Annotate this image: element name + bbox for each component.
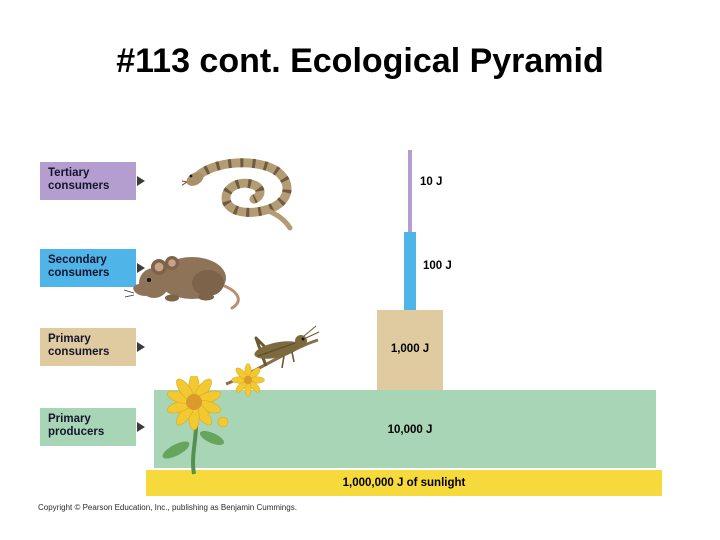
flower-icon [148, 373, 243, 476]
snake-icon [180, 152, 302, 237]
energy-label-tertiary: 10 J [420, 176, 443, 188]
energy-label-secondary: 100 J [423, 260, 452, 272]
arrow-right-icon [137, 263, 145, 273]
arrow-right-icon [137, 422, 145, 432]
arrow-right-icon [137, 342, 145, 352]
label-tertiary-consumers: Tertiary consumers [40, 162, 136, 200]
sunlight-energy-label: 1,000,000 J of sunlight [342, 477, 466, 489]
bar-primary-consumers [377, 310, 443, 390]
label-primary-producers: Primary producers [40, 408, 136, 446]
bar-tertiary-consumers [408, 150, 412, 232]
slide-title: #113 cont. Ecological Pyramid [116, 42, 604, 80]
bar-primary-producers [154, 390, 656, 468]
mouse-icon [122, 233, 247, 313]
label-secondary-consumers: Secondary consumers [40, 249, 136, 287]
bar-secondary-consumers [404, 232, 416, 310]
copyright-text: Copyright © Pearson Education, Inc., pub… [38, 503, 297, 512]
energy-label-primary-producers: 10,000 J [387, 424, 433, 436]
label-primary-consumers: Primary consumers [40, 328, 136, 366]
energy-label-primary-consumers: 1,000 J [390, 343, 430, 355]
bar-sunlight: 1,000,000 J of sunlight [146, 470, 662, 496]
grasshopper-icon [222, 312, 322, 397]
arrow-right-icon [137, 176, 145, 186]
